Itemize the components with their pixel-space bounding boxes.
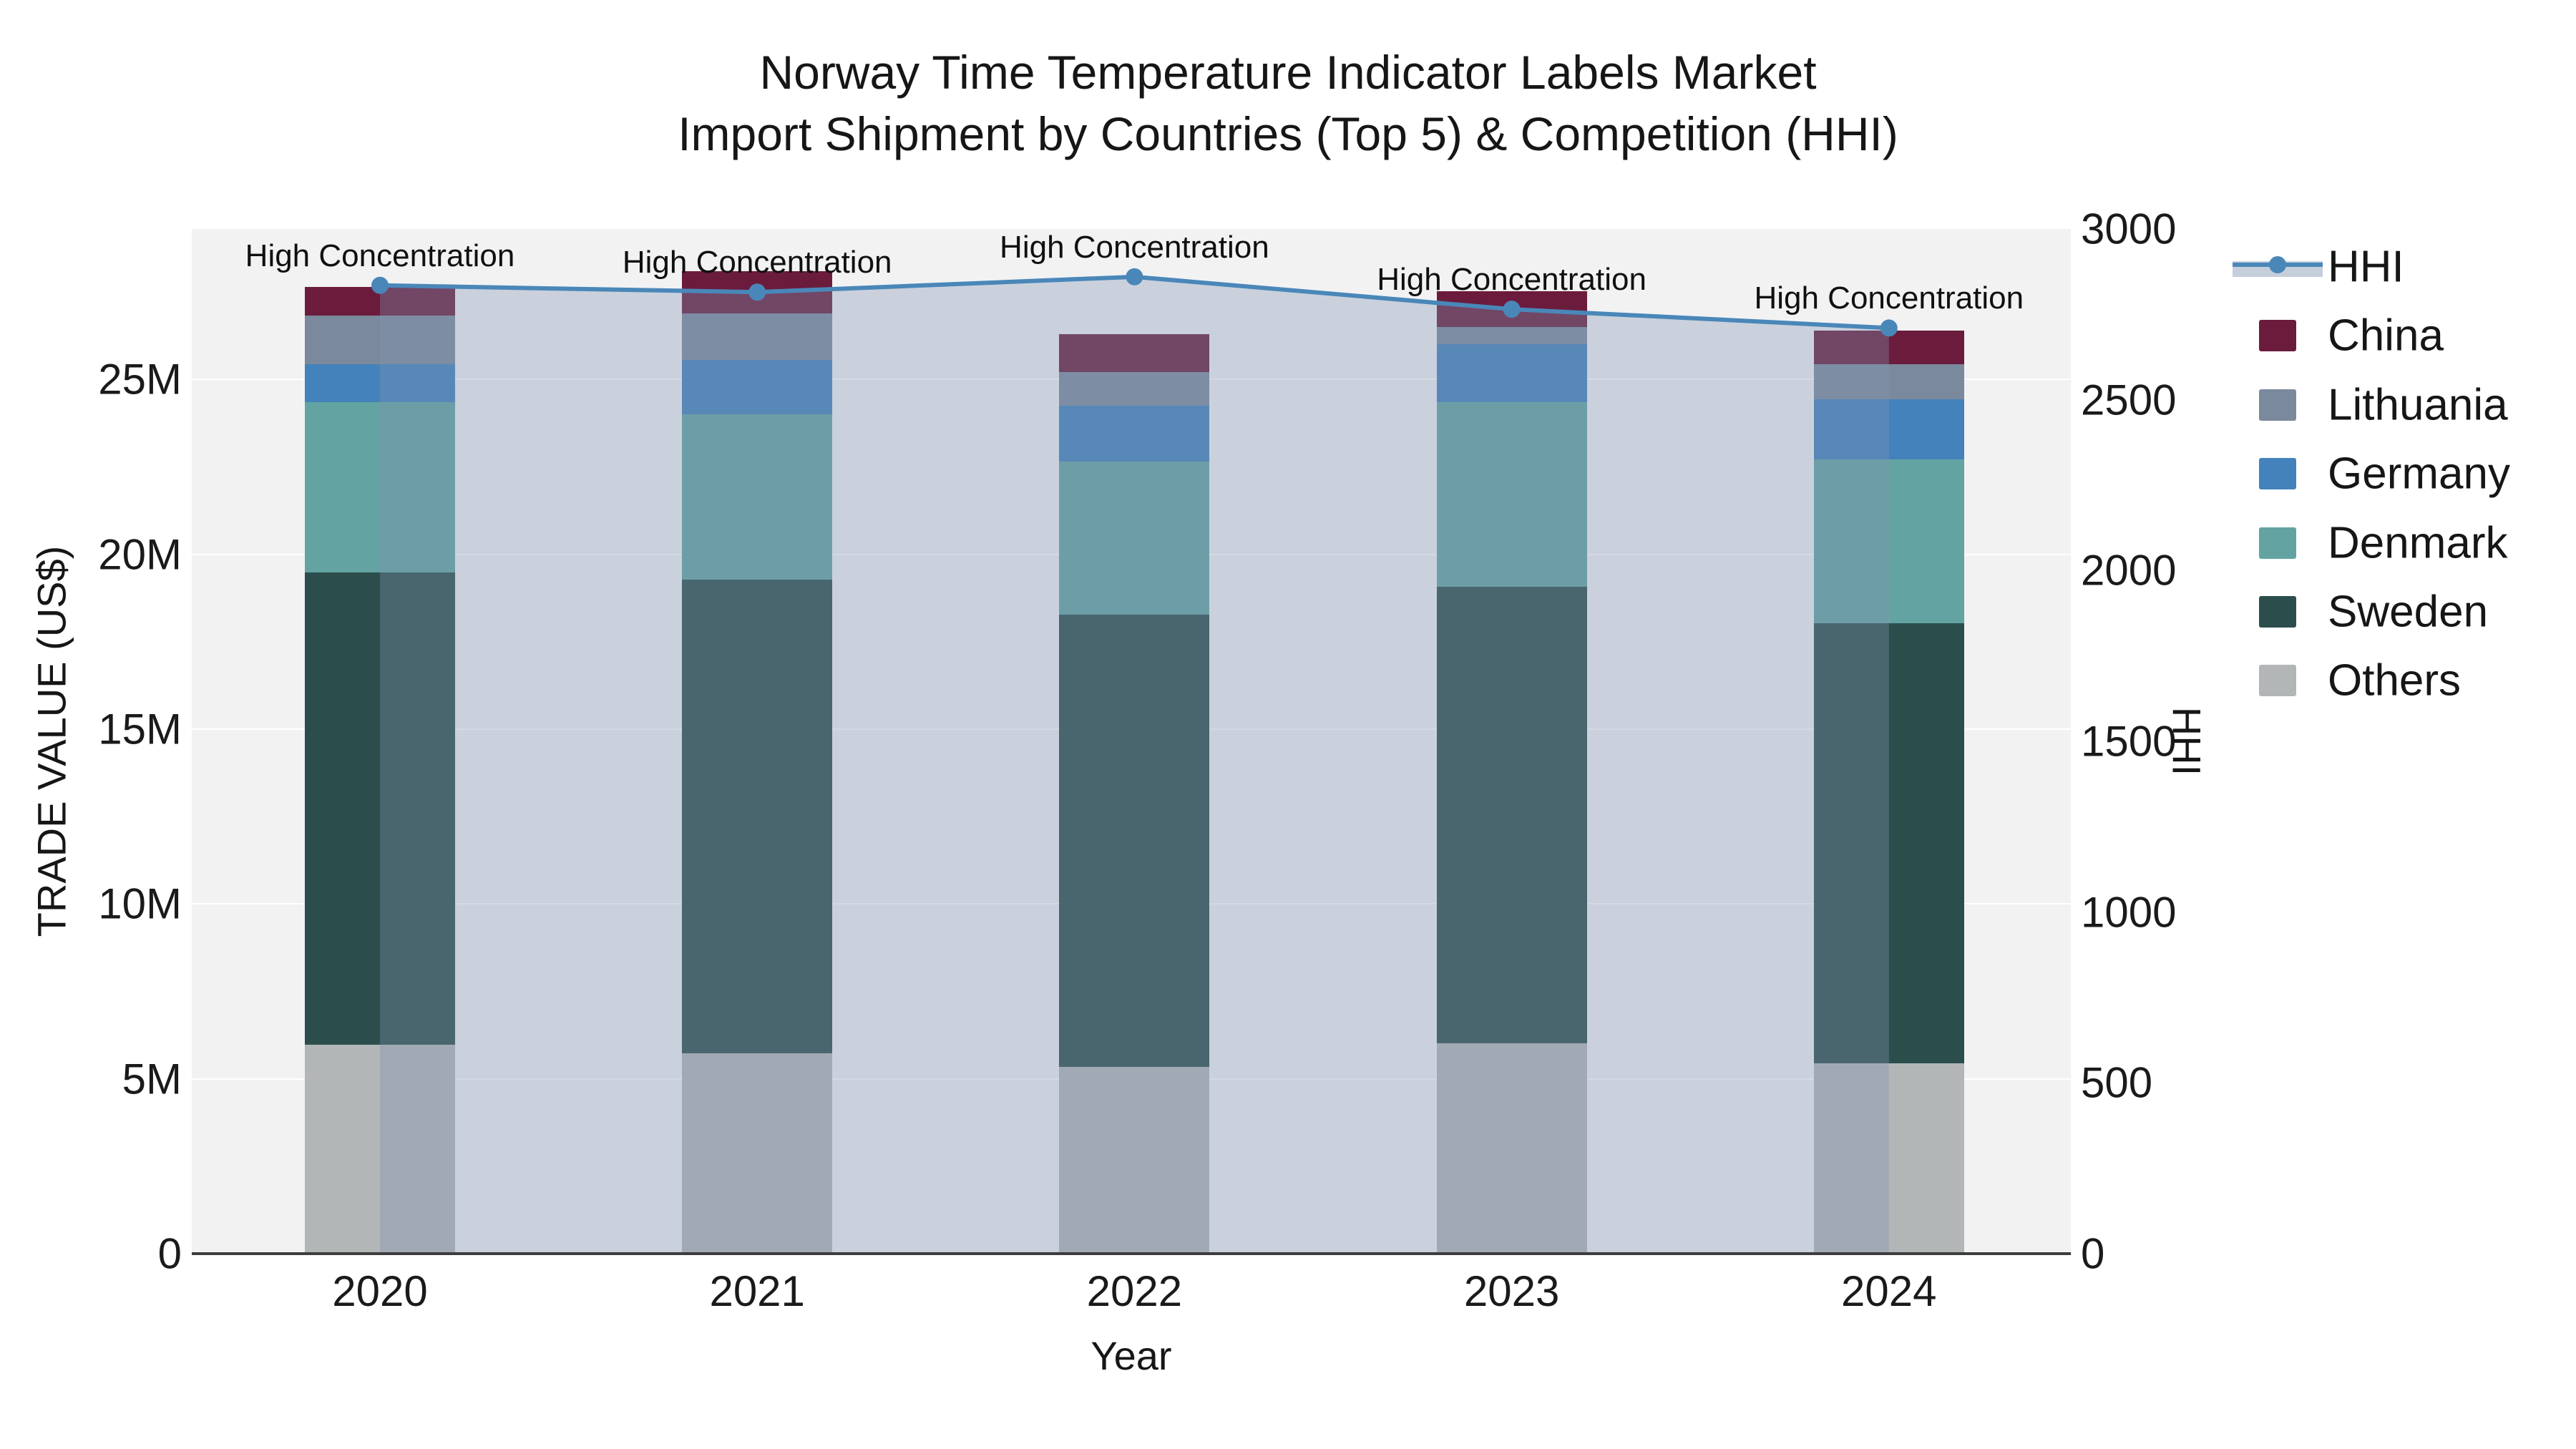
lithuania-legend-swatch (2259, 389, 2296, 421)
legend-item-denmark[interactable]: Denmark (2218, 509, 2576, 577)
x-tick-2023: 2023 (1463, 1267, 1560, 1315)
y-left-tick-5M: 5M (122, 1055, 182, 1103)
legend-item-china[interactable]: China (2218, 301, 2576, 370)
bar-2022-others (1059, 1067, 1210, 1254)
bar-2024-lithuania (1813, 364, 1964, 399)
legend-item-sweden[interactable]: Sweden (2218, 577, 2576, 646)
legend-item-hhi[interactable]: HHI (2218, 233, 2576, 301)
annotation-high-concentration-2023: High Concentration (1377, 262, 1646, 298)
bar-2024-china (1813, 331, 1964, 364)
x-axis-title: Year (1091, 1333, 1172, 1378)
y-axis-title-left: TRADE VALUE (US$) (29, 545, 74, 937)
bar-2021-germany (682, 359, 833, 415)
x-tick-2024: 2024 (1841, 1267, 1937, 1315)
sweden-legend-swatch (2259, 596, 2296, 628)
y-right-tick-3000: 3000 (2081, 205, 2177, 253)
bar-2024-sweden (1813, 623, 1964, 1064)
legend-label-others: Others (2328, 655, 2462, 706)
bar-2022-sweden (1059, 615, 1210, 1067)
chart-title-line2: Import Shipment by Countries (Top 5) & C… (678, 107, 1898, 160)
bar-2023-lithuania (1436, 327, 1587, 345)
china-legend-swatch (2259, 320, 2296, 352)
bar-2020-lithuania (305, 315, 455, 364)
y-right-tick-2500: 2500 (2081, 376, 2177, 424)
y-left-tick-20M: 20M (98, 530, 182, 579)
denmark-legend-swatch (2259, 527, 2296, 559)
annotation-high-concentration-2022: High Concentration (1000, 229, 1269, 265)
bar-2023-others (1436, 1043, 1587, 1254)
others-legend-swatch (2259, 665, 2296, 697)
legend-item-germany[interactable]: Germany (2218, 439, 2576, 508)
hhi-legend-symbol (2233, 253, 2323, 281)
annotation-high-concentration-2024: High Concentration (1754, 280, 2024, 316)
bar-2023-denmark (1436, 402, 1587, 587)
y-right-tick-2000: 2000 (2081, 546, 2177, 595)
bar-2022-lithuania (1059, 372, 1210, 406)
bar-2024-denmark (1813, 459, 1964, 623)
legend-item-others[interactable]: Others (2218, 646, 2576, 715)
bar-2021-lithuania (682, 313, 833, 360)
bar-2024-germany (1813, 399, 1964, 460)
bar-2022-germany (1059, 406, 1210, 462)
bar-2021-denmark (682, 414, 833, 580)
legend-label-hhi: HHI (2328, 242, 2404, 292)
bar-2021-others (682, 1053, 833, 1254)
bar-2022-china (1059, 334, 1210, 373)
y-right-tick-500: 500 (2081, 1058, 2153, 1107)
chart-title-line1: Norway Time Temperature Indicator Labels… (759, 46, 1817, 99)
y-right-tick-0: 0 (2081, 1229, 2105, 1278)
y-left-tick-0: 0 (157, 1229, 182, 1278)
y-left-tick-15M: 15M (98, 705, 182, 753)
bar-2020-germany (305, 364, 455, 403)
bar-2020-others (305, 1044, 455, 1254)
legend-item-lithuania[interactable]: Lithuania (2218, 371, 2576, 439)
annotation-high-concentration-2020: High Concentration (245, 238, 515, 273)
germany-legend-swatch (2259, 458, 2296, 490)
legend-label-germany: Germany (2328, 449, 2510, 499)
bar-2020-sweden (305, 572, 455, 1045)
bar-2024-others (1813, 1063, 1964, 1254)
legend-label-china: China (2328, 311, 2444, 361)
y-right-tick-1000: 1000 (2081, 888, 2177, 937)
x-tick-2022: 2022 (1086, 1267, 1183, 1315)
bar-2020-denmark (305, 402, 455, 572)
bar-2023-sweden (1436, 587, 1587, 1043)
legend-label-denmark: Denmark (2328, 518, 2508, 568)
y-axis-title-right: HHI (2164, 706, 2210, 776)
x-tick-2020: 2020 (332, 1267, 428, 1315)
chart-title: Norway Time Temperature Indicator Labels… (0, 42, 2576, 165)
y-right-tick-1500: 1500 (2081, 717, 2177, 766)
legend-label-lithuania: Lithuania (2328, 380, 2508, 430)
y-left-tick-25M: 25M (98, 355, 182, 404)
annotation-high-concentration-2021: High Concentration (622, 245, 892, 280)
legend-label-sweden: Sweden (2328, 587, 2489, 637)
bar-2021-sweden (682, 579, 833, 1054)
bar-2022-denmark (1059, 462, 1210, 615)
bar-2020-china (305, 286, 455, 316)
bar-2023-germany (1436, 344, 1587, 403)
y-left-tick-10M: 10M (98, 879, 182, 928)
x-axis-line (192, 1252, 2071, 1255)
x-tick-2021: 2021 (709, 1267, 805, 1315)
